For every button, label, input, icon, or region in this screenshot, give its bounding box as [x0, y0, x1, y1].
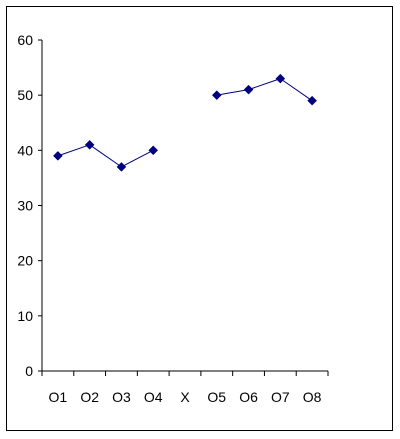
series-line-segment: [248, 78, 281, 91]
series-line-segment: [89, 144, 122, 168]
y-tick-label: 30: [17, 198, 33, 214]
x-tick-label: O6: [239, 389, 258, 405]
y-tick-label: 0: [25, 363, 33, 379]
y-tick-label: 50: [17, 87, 33, 103]
y-tick-label: 60: [17, 32, 33, 48]
x-tick-label: O7: [271, 389, 290, 405]
series-line-segment: [216, 89, 249, 96]
series-lines: [57, 78, 313, 168]
series-line-segment: [57, 144, 90, 157]
x-tick-label: O5: [207, 389, 226, 405]
x-tick-label: O8: [303, 389, 322, 405]
data-point-o3: [116, 162, 127, 172]
x-tick-label: O4: [144, 389, 163, 405]
data-point-o4: [148, 145, 159, 156]
y-tick-label: 10: [17, 308, 33, 324]
series-markers: [53, 73, 317, 172]
axes: [41, 40, 328, 372]
data-point-o1: [53, 150, 63, 161]
data-point-o5: [211, 90, 222, 101]
x-tick-label: X: [180, 389, 190, 405]
y-axis-ticks: 0 10 20 30 40 50 60: [17, 32, 42, 379]
series-line-segment: [121, 149, 154, 168]
data-point-o7: [275, 73, 286, 84]
data-point-o6: [243, 84, 254, 95]
data-point-o2: [84, 139, 95, 150]
series-line-segment: [280, 78, 313, 102]
x-tick-label: O3: [112, 389, 131, 405]
x-tick-label: O2: [80, 389, 99, 405]
chart-frame: [6, 6, 393, 431]
x-axis-ticks: O1 O2 O3 O4 X O5 O6 O7 O8: [41, 371, 329, 405]
y-tick-label: 20: [17, 253, 33, 269]
y-tick-label: 40: [17, 142, 33, 158]
data-point-o8: [307, 95, 317, 106]
x-tick-label: O1: [49, 389, 68, 405]
